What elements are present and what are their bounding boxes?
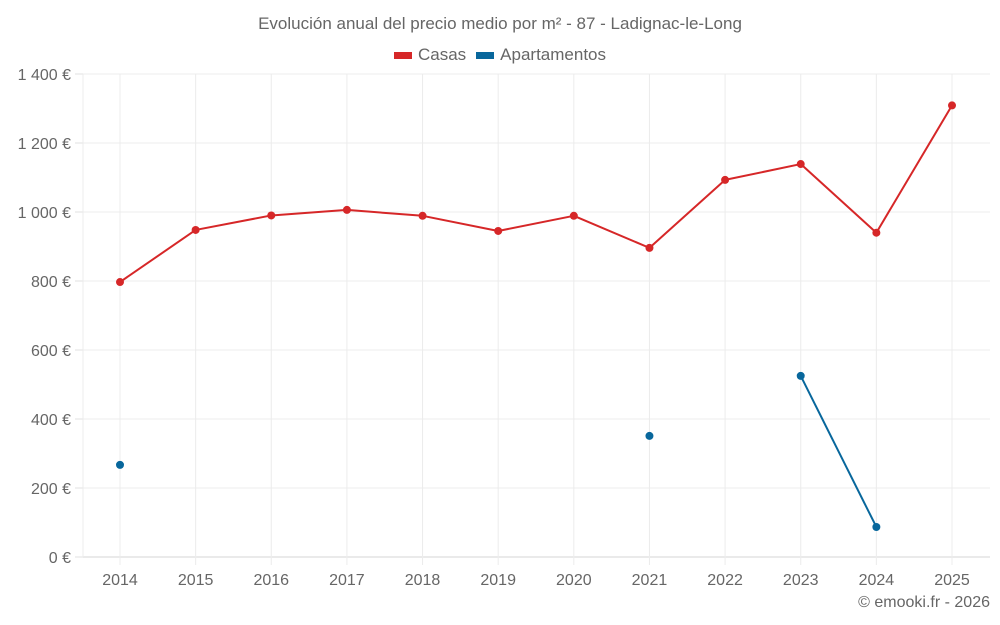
data-point-apartamentos — [645, 431, 654, 440]
data-point-casas — [116, 278, 124, 287]
x-tick-label: 2017 — [329, 572, 365, 589]
series-line-casas — [119, 104, 953, 283]
chart-title: Evolución anual del precio medio por m² … — [258, 14, 742, 33]
legend-swatch-casas — [393, 51, 412, 59]
data-point-apartamentos — [796, 371, 805, 380]
data-point-apartamentos — [872, 522, 881, 531]
data-point-casas — [418, 211, 427, 220]
legend-item-apartamentos[interactable]: Apartamentos — [476, 45, 606, 65]
x-tick-label: 2025 — [934, 572, 970, 589]
series-line-apartamentos — [799, 375, 878, 528]
y-tick-label: 600 € — [31, 343, 71, 360]
x-tick-label: 2021 — [632, 572, 668, 589]
x-tick-label: 2018 — [405, 572, 441, 589]
data-point-casas — [569, 211, 578, 220]
legend-item-casas[interactable]: Casas — [393, 45, 467, 65]
x-tick-label: 2015 — [178, 572, 214, 589]
x-tick-label: 2020 — [556, 572, 592, 589]
data-point-apartamentos — [116, 460, 124, 469]
data-point-casas — [872, 228, 881, 237]
x-tick-label: 2023 — [783, 572, 819, 589]
legend-label-casas: Casas — [417, 45, 467, 64]
x-tick-label: 2024 — [859, 572, 895, 589]
data-point-casas — [948, 101, 956, 110]
credit-text: © emooki.fr - 2026 — [858, 594, 990, 611]
y-tick-label: 800 € — [31, 274, 71, 291]
x-tick-label: 2014 — [102, 572, 138, 589]
y-tick-label: 1 200 € — [18, 136, 71, 153]
legend-label-apartamentos: Apartamentos — [500, 45, 607, 64]
data-point-casas — [645, 243, 654, 252]
y-tick-label: 400 € — [31, 412, 71, 429]
legend-swatch-apartamentos — [476, 51, 495, 59]
x-tick-label: 2019 — [480, 572, 516, 589]
data-point-casas — [796, 160, 805, 169]
y-tick-label: 0 € — [49, 550, 71, 567]
data-point-casas — [191, 225, 200, 234]
data-point-casas — [267, 211, 276, 220]
legend: Casas Apartamentos — [0, 45, 1000, 65]
y-tick-label: 200 € — [31, 481, 71, 498]
data-point-casas — [342, 205, 351, 214]
y-tick-label: 1 000 € — [18, 205, 71, 222]
x-tick-label: 2022 — [707, 572, 743, 589]
data-point-casas — [494, 226, 503, 235]
x-tick-label: 2016 — [253, 572, 289, 589]
data-point-casas — [721, 175, 730, 184]
y-tick-label: 1 400 € — [18, 67, 71, 84]
